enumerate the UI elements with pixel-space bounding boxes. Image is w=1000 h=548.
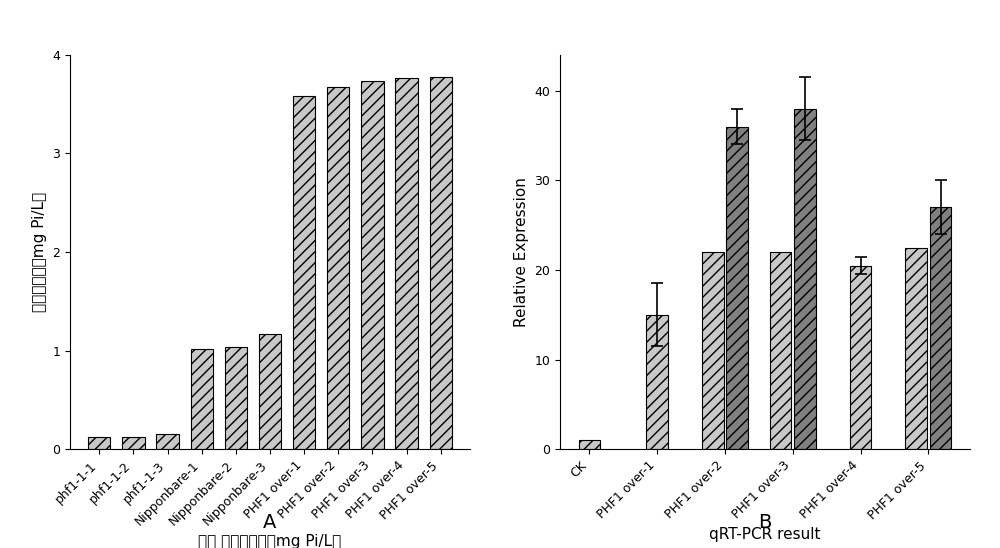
Bar	[122, 437, 145, 449]
Bar	[156, 433, 179, 449]
Bar	[430, 77, 452, 449]
Bar	[395, 78, 418, 449]
Bar	[905, 248, 927, 449]
Bar	[726, 127, 748, 449]
Bar	[225, 347, 247, 449]
Bar	[702, 252, 724, 449]
Text: A: A	[263, 512, 277, 532]
Bar	[850, 266, 871, 449]
Bar	[794, 109, 816, 449]
X-axis label: qRT-PCR result: qRT-PCR result	[709, 527, 821, 542]
Bar	[191, 349, 213, 449]
Bar	[327, 87, 349, 449]
Bar	[361, 82, 384, 449]
Y-axis label: Relative Expression: Relative Expression	[514, 177, 529, 327]
Bar	[88, 437, 110, 449]
Bar	[646, 315, 668, 449]
Y-axis label: 有效磷浓度（mg Pi/L）: 有效磷浓度（mg Pi/L）	[32, 192, 47, 312]
Bar	[259, 334, 281, 449]
Bar	[930, 207, 951, 449]
Text: B: B	[758, 512, 772, 532]
Bar	[293, 96, 315, 449]
Bar	[770, 252, 791, 449]
Bar	[579, 441, 600, 449]
X-axis label: 叶片 有效磷浓度（mg Pi/L）: 叶片 有效磷浓度（mg Pi/L）	[198, 534, 342, 548]
